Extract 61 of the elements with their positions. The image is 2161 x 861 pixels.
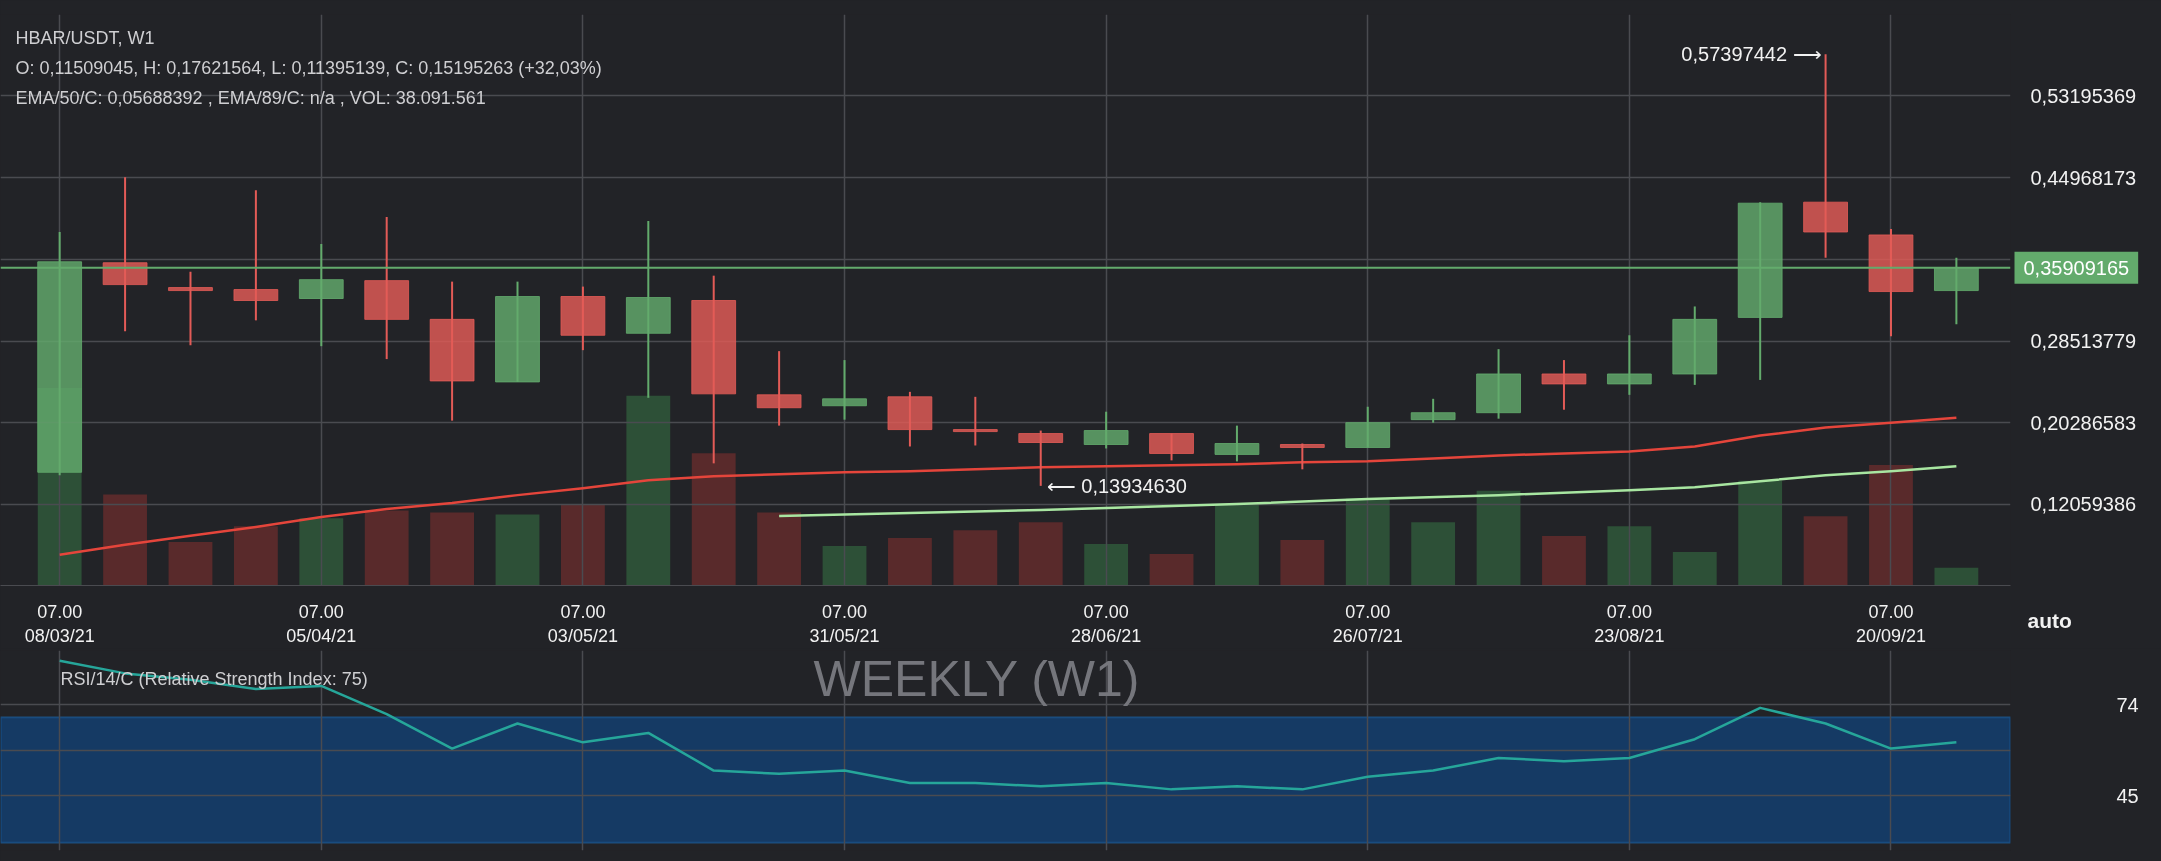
y-tick-label: 45 [2116, 784, 2139, 807]
bar [1084, 544, 1129, 586]
candlestick [233, 189, 279, 322]
y-tick-label: 0,20286583 [2030, 411, 2137, 434]
y-tick-label: 0,28513779 [2030, 330, 2137, 353]
bar [1934, 567, 1979, 586]
bar [1672, 551, 1717, 586]
y-tick-label: 74 [2116, 693, 2139, 716]
annotation: EMA/50/C: 0,05688392 , EMA/89/C: n/a , VOL: 38.091.561 [15, 87, 486, 108]
ref-line-label: 0,35909165 [2023, 256, 2130, 279]
text: O: 0,11509045, H: 0,17621564, L: 0,11395139, C: 0,15195263 (+32,03%) [15, 57, 602, 78]
bar [1738, 480, 1783, 586]
text: HBAR/USDT, W1 [15, 27, 155, 48]
bar [233, 526, 278, 586]
bar [1411, 522, 1456, 586]
bar [1869, 464, 1913, 586]
bar [1607, 526, 1652, 586]
candlestick [1606, 334, 1652, 396]
annotation: WEEKLY (W1) [813, 650, 1140, 707]
candlestick [1279, 442, 1325, 471]
bar [1542, 536, 1586, 586]
bar [430, 512, 475, 586]
bar [1803, 516, 1848, 586]
bar [757, 512, 802, 586]
x-tick-label: 07.00 20/09/21 [1855, 601, 1927, 646]
x-tick-label: 07.00 05/04/21 [286, 601, 357, 646]
candlestick [822, 359, 867, 421]
bar [691, 453, 736, 586]
x-tick-label: 07.00 26/07/21 [1332, 601, 1403, 646]
bar [626, 395, 671, 586]
bar [364, 510, 409, 586]
y-tick-label: 0,53195369 [2030, 84, 2137, 107]
bar [1280, 540, 1325, 586]
y-tick-label: 0,12059386 [2030, 493, 2137, 516]
bar [1476, 490, 1521, 586]
bar [1345, 498, 1390, 586]
bar [561, 504, 605, 586]
annotation: 0,57397442 ⟶ [1681, 43, 1822, 66]
bar [1018, 522, 1063, 586]
candlestick [168, 270, 213, 347]
bar [1149, 553, 1194, 586]
bar [299, 518, 344, 586]
line-series [58, 416, 1958, 556]
bar [103, 494, 147, 586]
bar [822, 545, 867, 586]
y-tick-label: 0,44968173 [2030, 166, 2137, 189]
x-tick-label: 07.00 31/05/21 [809, 601, 880, 646]
text: auto [2027, 609, 2072, 632]
annotation: ⟵ 0,13934630 [1046, 474, 1187, 497]
x-tick-label: 07.00 08/03/21 [24, 601, 95, 646]
bar [168, 542, 213, 586]
bar [953, 530, 998, 586]
x-tick-label: 07.00 28/06/21 [1071, 601, 1142, 646]
line-series [58, 659, 1958, 791]
bar [1215, 504, 1259, 586]
candlestick [952, 395, 998, 447]
x-tick-label: 07.00 23/08/21 [1594, 601, 1665, 646]
line-series [777, 465, 1958, 518]
x-tick-label: 07.00 03/05/21 [547, 601, 618, 646]
bar [495, 514, 540, 586]
bar [888, 538, 932, 586]
